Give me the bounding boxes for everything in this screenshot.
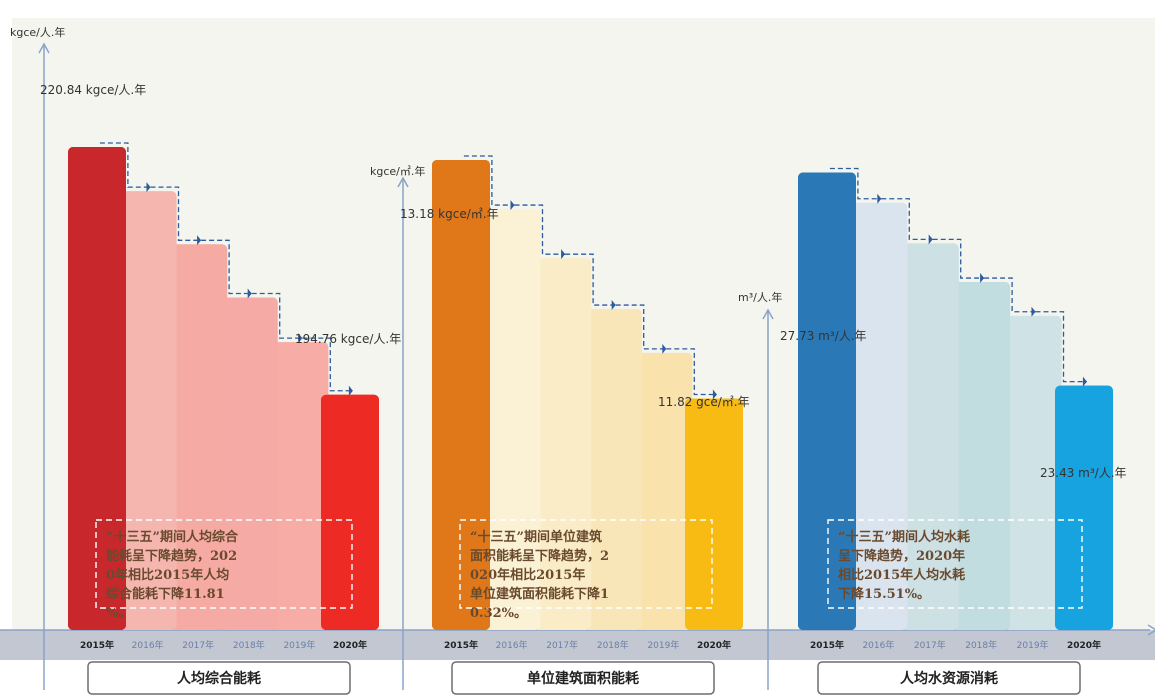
- chart-panel-3: m³/人.年 27.73 m³/人.年 23.43 m³/人.年 2015年 2016年…: [738, 167, 1127, 695]
- bar-2018年: [952, 282, 1011, 630]
- trend-connector: [666, 348, 717, 396]
- bar-front-2020年: [321, 394, 379, 630]
- trend-arrowhead: [1082, 376, 1087, 387]
- x-tick-label: 2020年: [333, 639, 367, 651]
- trend-arrowhead: [247, 288, 252, 299]
- x-tick-label: 2019年: [283, 639, 315, 651]
- annotation-text: “十三五”期间人均综合能耗呈下降趋势，202 0年相比2015年人均综合能耗下降1…: [106, 529, 239, 621]
- end-value-label: 11.82 gce/㎡.年: [658, 395, 750, 409]
- x-tick-label: 2017年: [914, 639, 946, 651]
- end-value-label: 194.76 kgce/人.年: [295, 332, 401, 346]
- start-value-label: 220.84 kgce/人.年: [40, 83, 146, 97]
- chart-panel-1: kgce/人.年 220.84 kgce/人.年 194.76 kgce/人.年 20…: [10, 25, 401, 695]
- trend-connector: [615, 304, 667, 350]
- trend-arrowhead: [561, 249, 566, 260]
- start-value-label: 13.18 kgce/㎡.年: [400, 207, 499, 221]
- chart-panel-2: kgce/㎡.年 13.18 kgce/㎡.年 11.82 gce/㎡.年 2015年…: [370, 155, 750, 695]
- x-tick-label: 2016年: [862, 639, 894, 651]
- trend-connector: [514, 204, 566, 255]
- trend-connector: [565, 253, 616, 306]
- bar-front-2020年: [685, 398, 743, 630]
- bar-front-2015年: [432, 159, 490, 630]
- annotation-text: “十三五”期间人均水耗呈下降趋势，2020年相比2015年人均水耗下降15.51…: [838, 529, 970, 602]
- bar-2019年: [634, 352, 693, 630]
- end-value-label: 23.43 m³/人.年: [1040, 466, 1127, 480]
- y-axis-label: kgce/㎡.年: [370, 164, 425, 178]
- annotation-text: “十三五”期间单位建筑面积能耗呈下降趋势，2 020年相比2015年单位建筑面积能…: [470, 529, 609, 621]
- bar-2017年: [169, 244, 228, 631]
- bar-2017年: [533, 258, 592, 630]
- bar-front-2020年: [1055, 385, 1113, 630]
- bar-2018年: [583, 309, 642, 630]
- category-title-box: [87, 661, 351, 695]
- x-tick-label: 2017年: [182, 639, 214, 651]
- x-tick-label: 2016年: [132, 639, 164, 651]
- trend-arrowhead: [298, 333, 303, 344]
- trend-connector: [150, 186, 202, 241]
- bar-2017年: [900, 243, 959, 631]
- trend-arrowhead: [928, 234, 933, 245]
- y-axis-arrow: [397, 176, 409, 188]
- trend-connector: [463, 155, 515, 206]
- trend-connector: [201, 239, 252, 295]
- bar-2016年: [849, 202, 908, 630]
- y-axis-arrow: [38, 42, 50, 54]
- trend-connector: [251, 292, 303, 339]
- trend-arrowhead: [197, 235, 202, 246]
- trend-arrowhead: [146, 182, 151, 193]
- annotation-box: [827, 519, 1083, 609]
- category-title-box: [451, 661, 715, 695]
- annotation-box: [95, 519, 353, 609]
- trend-connector: [829, 167, 882, 200]
- x-tick-label: 2018年: [597, 639, 629, 651]
- trend-arrowhead: [510, 200, 515, 211]
- x-tick-label: 2018年: [233, 639, 265, 651]
- x-tick-label: 2015年: [444, 639, 478, 651]
- x-tick-label: 2015年: [80, 639, 114, 651]
- y-axis-label: m³/人.年: [738, 290, 782, 304]
- bar-front-2015年: [798, 172, 856, 630]
- bar-front-2015年: [68, 147, 126, 630]
- x-tick-label: 2019年: [1017, 639, 1049, 651]
- trend-arrowhead: [980, 273, 985, 284]
- trend-arrowhead: [662, 343, 667, 354]
- trend-connector: [99, 142, 151, 188]
- trend-arrowhead: [611, 300, 616, 311]
- category-title: 人均水资源消耗: [900, 670, 998, 687]
- bar-2016年: [118, 191, 177, 630]
- category-title: 单位建筑面积能耗: [527, 670, 639, 687]
- x-tick-label: 2020年: [697, 639, 731, 651]
- x-tick-label: 2015年: [810, 639, 844, 651]
- trend-connector: [984, 277, 1036, 313]
- baseline-band: [0, 630, 1155, 660]
- category-title: 人均综合能耗: [177, 670, 261, 687]
- trend-arrowhead: [348, 385, 353, 396]
- bar-2016年: [482, 209, 541, 631]
- bar-2018年: [219, 297, 278, 630]
- annotation-box: [459, 519, 713, 609]
- bar-2019年: [270, 342, 329, 630]
- x-tick-label: 2016年: [496, 639, 528, 651]
- category-title-box: [817, 661, 1081, 695]
- y-axis-label: kgce/人.年: [10, 25, 65, 39]
- trend-connector: [302, 337, 353, 392]
- trend-connector: [881, 198, 933, 241]
- x-tick-label: 2019年: [647, 639, 679, 651]
- x-tick-label: 2018年: [965, 639, 997, 651]
- x-tick-label: 2020年: [1067, 639, 1101, 651]
- trend-arrowhead: [712, 389, 717, 400]
- y-axis-arrow: [762, 308, 774, 320]
- trend-arrowhead: [1031, 306, 1036, 317]
- start-value-label: 27.73 m³/人.年: [780, 329, 867, 343]
- bar-2019年: [1003, 315, 1062, 630]
- x-tick-label: 2017年: [546, 639, 578, 651]
- trend-arrowhead: [877, 193, 882, 204]
- x-axis-arrow: [1147, 624, 1155, 636]
